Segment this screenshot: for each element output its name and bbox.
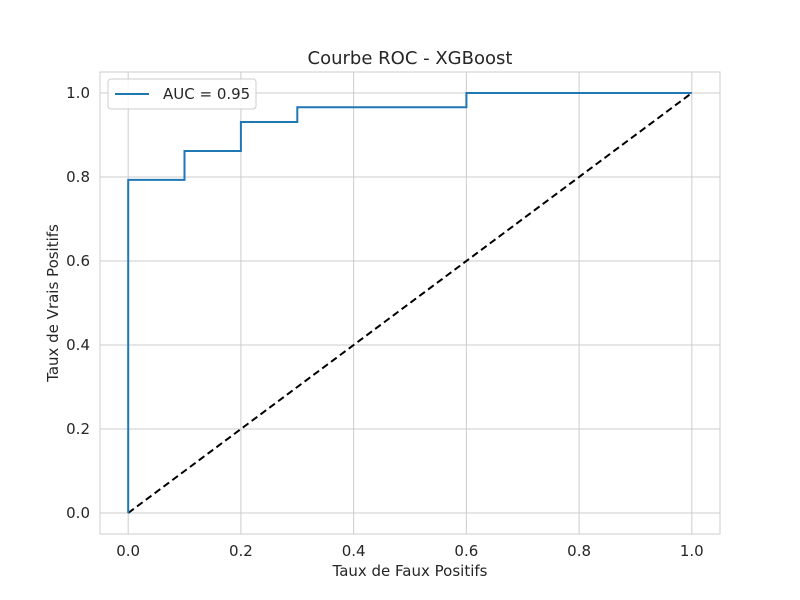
y-tick-label: 0.2: [66, 420, 90, 438]
x-axis-label: Taux de Faux Positifs: [332, 562, 488, 580]
y-axis-label: Taux de Vrais Positifs: [44, 224, 62, 383]
x-tick-labels: 0.0 0.2 0.4 0.6 0.8 1.0: [116, 542, 703, 560]
y-tick-label: 0.8: [66, 168, 90, 186]
legend: AUC = 0.95: [107, 78, 257, 110]
x-tick-label: 0.4: [342, 542, 366, 560]
random-baseline-line: [127, 92, 693, 514]
roc-curve-line: [127, 92, 692, 513]
y-tick-label: 1.0: [66, 84, 90, 102]
x-tick-label: 0.6: [454, 542, 478, 560]
x-tick-label: 0.8: [567, 542, 591, 560]
series-lines: [127, 92, 693, 514]
legend-box: [107, 78, 257, 110]
legend-entry-label: AUC = 0.95: [163, 85, 250, 103]
x-tick-label: 0.2: [229, 542, 253, 560]
y-tick-label: 0.4: [66, 336, 90, 354]
x-tick-label: 0.0: [116, 542, 140, 560]
chart-title: Courbe ROC - XGBoost: [308, 48, 513, 69]
y-tick-labels: 0.0 0.2 0.4 0.6 0.8 1.0: [66, 84, 90, 522]
y-tick-label: 0.0: [66, 504, 90, 522]
y-tick-label: 0.6: [66, 252, 90, 270]
x-tick-label: 1.0: [680, 542, 704, 560]
